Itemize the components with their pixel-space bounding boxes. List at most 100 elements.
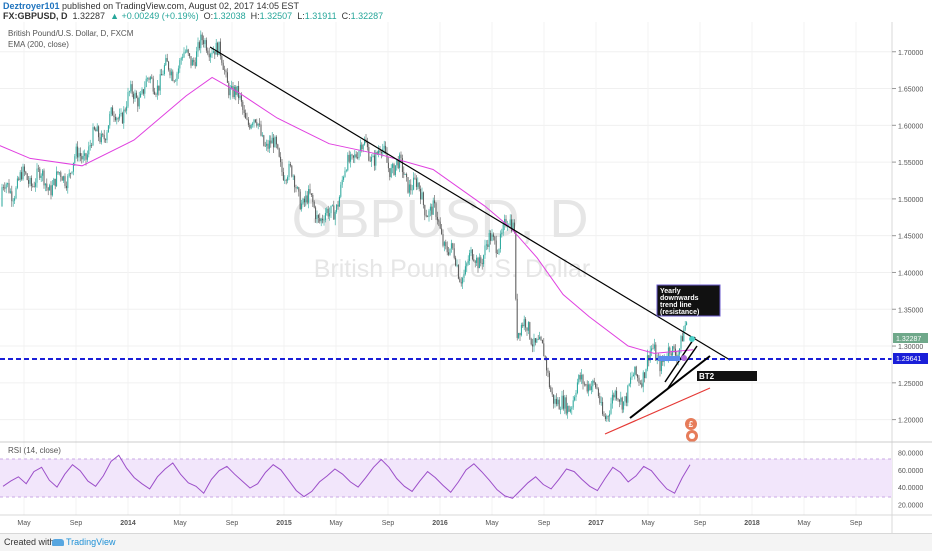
candle-body: [84, 153, 86, 156]
candle-body: [609, 413, 611, 417]
candle-body: [182, 57, 184, 59]
candle-body: [450, 243, 452, 249]
candle-body: [443, 242, 445, 246]
candle-body: [501, 232, 503, 235]
event-flag-icon[interactable]: [685, 418, 697, 430]
candle-body: [408, 184, 410, 193]
time-tick-label: May: [641, 520, 655, 527]
candle-body: [222, 62, 224, 70]
candle-body: [352, 155, 354, 158]
candle-body: [659, 358, 661, 372]
wedge-lower-line[interactable]: [667, 345, 698, 389]
candle-body: [462, 278, 464, 284]
tradingview-link[interactable]: TradingView: [52, 537, 116, 547]
rsi-label[interactable]: RSI (14, close): [8, 446, 61, 455]
candle-body: [574, 397, 576, 401]
candle-body: [81, 156, 83, 160]
candle-body: [208, 53, 210, 58]
candle-body: [525, 319, 527, 328]
candle-body: [455, 257, 457, 266]
price-tick-label: 1.20000: [898, 418, 923, 425]
candle-body: [100, 133, 102, 143]
candle-body: [36, 168, 38, 183]
candle-body: [40, 175, 42, 178]
ema-indicator-label[interactable]: EMA (200, close): [8, 40, 69, 49]
candle-body: [114, 116, 116, 121]
candle-body: [487, 244, 489, 247]
candle-body: [233, 86, 235, 97]
candle-body: [210, 54, 212, 58]
candle-body: [508, 225, 510, 226]
candle-body: [229, 88, 231, 96]
candle-body: [201, 34, 203, 41]
price-chart[interactable]: GBPUSD, D British Pound/U.S. Dollar Brit…: [0, 22, 932, 533]
candle-body: [404, 173, 406, 175]
tradingview-brand: TradingView: [66, 537, 116, 547]
candle-body: [562, 395, 564, 409]
candle-body: [186, 49, 188, 52]
candle-body: [617, 398, 619, 400]
candle-body: [88, 146, 90, 155]
rsi-tick-label: 60.0000: [898, 468, 923, 475]
candle-body: [534, 338, 536, 343]
candle-body: [655, 344, 657, 361]
candle-body: [154, 91, 156, 95]
candle-body: [497, 253, 499, 254]
candle-body: [680, 336, 682, 349]
candle-body: [610, 403, 612, 414]
candle-body: [203, 40, 205, 45]
footer: Created with TradingView: [0, 533, 932, 551]
price-tick-label: 1.70000: [898, 50, 923, 57]
candle-body: [309, 189, 311, 194]
candle-body: [86, 154, 88, 160]
candle-body: [569, 409, 571, 412]
candle-body: [452, 243, 454, 249]
candle-body: [484, 245, 486, 256]
candle-body: [460, 282, 462, 284]
candle-body: [271, 137, 273, 144]
low-value: 1.31911: [304, 11, 337, 21]
candle-body: [590, 386, 592, 391]
candle-body: [527, 322, 529, 331]
candle-body: [218, 41, 220, 56]
last-price-tag: [893, 333, 928, 343]
annotation-line-3: trend line: [660, 302, 692, 309]
candle-body: [287, 177, 289, 181]
candle-body: [191, 59, 193, 66]
yearly-trend-line[interactable]: [209, 46, 731, 361]
candle-body: [331, 205, 333, 207]
candle-body: [593, 380, 595, 383]
candle-body: [61, 177, 63, 181]
red-trend-line[interactable]: [604, 387, 711, 435]
author-link[interactable]: Deztroyer101: [3, 1, 60, 11]
candle-body: [358, 150, 360, 159]
candle-body: [204, 40, 206, 45]
candle-body: [494, 236, 496, 241]
candle-body: [93, 127, 95, 130]
candle-body: [516, 298, 518, 338]
candle-body: [403, 172, 405, 175]
candle-body: [310, 193, 312, 195]
bt-lower-line[interactable]: [629, 355, 711, 419]
bt2-box[interactable]: [697, 371, 757, 381]
candle-body: [16, 178, 18, 188]
candle-body: [308, 189, 310, 203]
time-tick-label: May: [173, 520, 187, 527]
candle-body: [371, 156, 373, 162]
candle-body: [541, 339, 543, 344]
price-axis[interactable]: 1.70000 1.65000 1.60000 1.55000 1.50000 1.450…: [892, 50, 923, 425]
annotation-trend-box[interactable]: [656, 284, 721, 317]
candle-body: [5, 184, 7, 189]
high-label: H:: [250, 11, 260, 21]
candle-body: [239, 95, 241, 99]
rsi-axis[interactable]: 80.0000 60.0000 40.0000 20.0000: [898, 451, 923, 510]
candle-body: [599, 396, 601, 403]
candle-body: [46, 183, 48, 188]
candle-body: [645, 369, 647, 379]
candle-body: [242, 101, 244, 110]
candle-body: [96, 126, 98, 132]
candle-body: [148, 78, 150, 80]
candle-body: [225, 70, 227, 73]
candle-body: [397, 159, 399, 168]
time-axis[interactable]: May Sep 2014 May Sep 2015 May Sep 2016 May Sep 2017…: [17, 520, 862, 527]
